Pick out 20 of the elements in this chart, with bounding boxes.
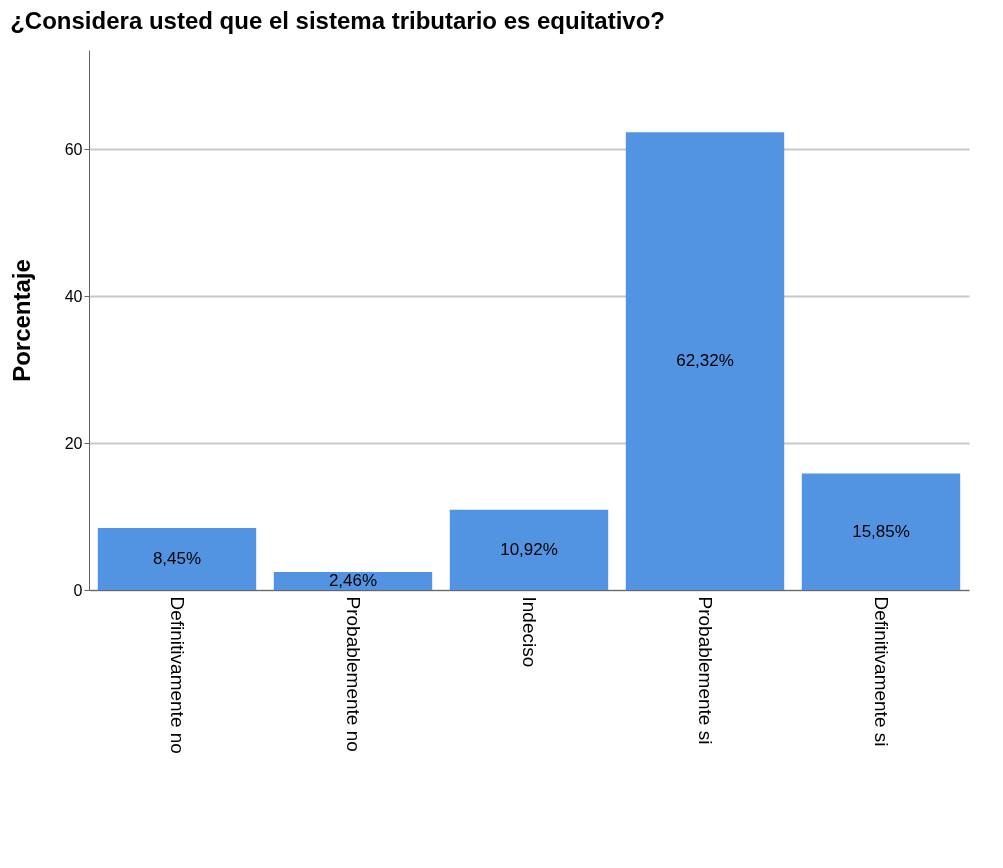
x-tick-label: Probablemente si xyxy=(695,596,716,745)
data-label: 10,92% xyxy=(500,539,558,559)
x-tick-label: Definitivamente no xyxy=(167,596,188,754)
x-tick-label: Indeciso xyxy=(519,596,540,668)
y-tick-label: 0 xyxy=(73,581,83,599)
bar xyxy=(801,473,961,590)
bar xyxy=(97,527,257,590)
y-tick-label: 60 xyxy=(64,140,83,158)
data-label: 15,85% xyxy=(852,521,910,541)
y-tick-label: 40 xyxy=(64,287,83,305)
bar xyxy=(625,132,785,590)
y-axis-title: Porcentaje xyxy=(7,259,35,382)
bar xyxy=(449,509,609,590)
data-label: 8,45% xyxy=(152,548,202,568)
x-tick-label: Probablemente no xyxy=(343,596,364,752)
chart-title: ¿Considera usted que el sistema tributario es equitativo? xyxy=(10,7,666,34)
data-label: 62,32% xyxy=(676,351,734,371)
data-label: 2,46% xyxy=(328,570,378,590)
y-tick-label: 20 xyxy=(64,434,83,452)
x-tick-label: Definitivamente si xyxy=(871,596,892,747)
